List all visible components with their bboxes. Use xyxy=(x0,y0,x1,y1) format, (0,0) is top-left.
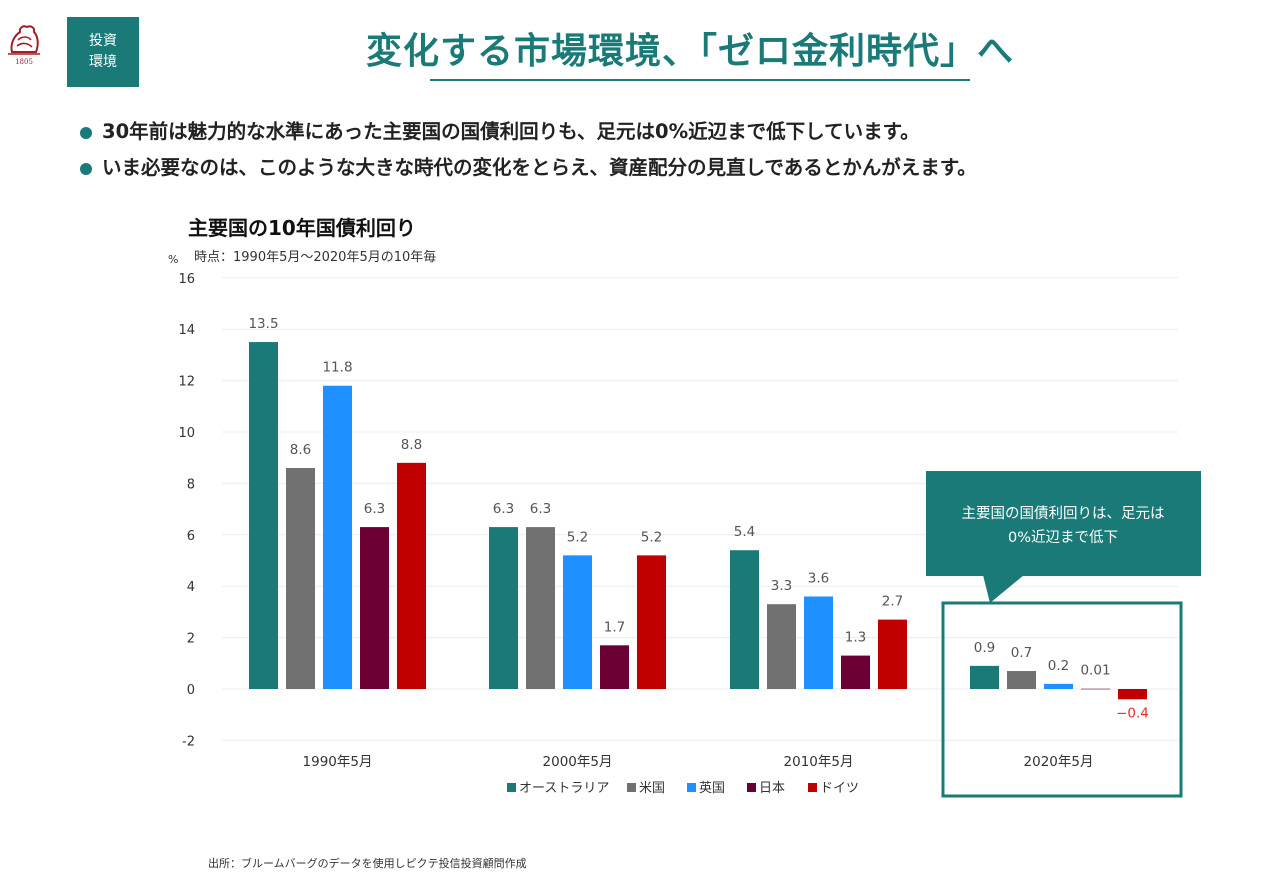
legend-swatch xyxy=(507,783,516,792)
data-label: 5.2 xyxy=(567,529,588,545)
bullet-text: いま必要なのは、このような大きな時代の変化をとらえ、資産配分の見直しであるとかん… xyxy=(102,156,977,179)
bar xyxy=(286,467,315,689)
legend-swatch xyxy=(687,783,696,792)
bar xyxy=(323,385,352,689)
bar xyxy=(397,462,426,689)
x-tick-label: 2020年5月 xyxy=(1024,754,1094,770)
bar xyxy=(1081,688,1110,690)
bar xyxy=(767,604,796,689)
bar xyxy=(360,527,389,689)
data-label: 0.7 xyxy=(1011,645,1032,661)
x-tick-label: 2010年5月 xyxy=(784,754,854,770)
callout-box xyxy=(926,471,1201,576)
chart-subtitle: 時点：1990年5月～2020年5月の10年毎 xyxy=(194,249,436,265)
callout-pointer xyxy=(983,575,1024,603)
bar xyxy=(526,527,555,689)
y-tick-label: -2 xyxy=(182,734,195,749)
bar xyxy=(730,550,759,689)
y-tick-label: 10 xyxy=(178,426,195,441)
title-underline xyxy=(430,79,970,81)
page-title: 変化する市場環境、「ゼロ金利時代」へ xyxy=(365,31,1014,72)
bar xyxy=(1044,683,1073,689)
chart-title: 主要国の10年国債利回り xyxy=(188,216,416,240)
bar xyxy=(841,655,870,689)
legend-label: オーストラリア xyxy=(519,781,609,796)
bar xyxy=(878,619,907,689)
bar xyxy=(970,665,999,689)
bar xyxy=(600,645,629,689)
bullet-list: 30年前は魅力的な水準にあった主要国の国債利回りも、足元は0%近辺まで低下してい… xyxy=(78,116,977,188)
y-tick-label: 0 xyxy=(187,683,195,698)
y-tick-label: 8 xyxy=(187,477,195,492)
bar xyxy=(637,555,666,689)
bar xyxy=(249,342,278,689)
bullet-item: いま必要なのは、このような大きな時代の変化をとらえ、資産配分の見直しであるとかん… xyxy=(78,152,977,188)
x-tick-label: 2000年5月 xyxy=(543,754,613,770)
bullet-dot-icon xyxy=(80,163,92,175)
y-tick-label: 4 xyxy=(187,580,195,595)
lion-crest-icon xyxy=(8,25,40,55)
y-tick-label: 2 xyxy=(187,632,195,647)
y-tick-label: 14 xyxy=(178,323,195,338)
y-tick-label: 6 xyxy=(187,529,195,544)
data-label: 5.2 xyxy=(641,529,662,545)
data-label: 2.7 xyxy=(882,594,903,610)
section-tag-line2: 環境 xyxy=(89,54,117,70)
highlight-frame xyxy=(941,601,1183,798)
data-label: 1.7 xyxy=(604,619,625,635)
bullet-text: 30年前は魅力的な水準にあった主要国の国債利回りも、足元は0%近辺まで低下してい… xyxy=(102,120,920,143)
bullet-item: 30年前は魅力的な水準にあった主要国の国債利回りも、足元は0%近辺まで低下してい… xyxy=(78,116,977,152)
data-label: 11.8 xyxy=(322,360,352,376)
y-tick-label: 16 xyxy=(178,272,195,287)
source-note: 出所：ブルームバーグのデータを使用しピクテ投信投資顧問作成 xyxy=(208,857,527,870)
data-label: 8.6 xyxy=(290,442,311,458)
data-label: 0.01 xyxy=(1080,663,1110,679)
section-tag: 投資 環境 xyxy=(67,17,139,87)
legend-label: 米国 xyxy=(639,781,665,796)
callout-text-line2: 0%近辺まで低下 xyxy=(1008,529,1118,546)
company-logo: 1805 xyxy=(4,22,44,74)
bar xyxy=(489,527,518,689)
y-tick-label: 12 xyxy=(178,375,195,390)
legend-swatch xyxy=(747,783,756,792)
logo-year: 1805 xyxy=(15,58,33,66)
data-label: −0.4 xyxy=(1116,705,1149,721)
data-label: 0.2 xyxy=(1048,658,1069,674)
data-label: 5.4 xyxy=(734,524,755,540)
legend-label: 日本 xyxy=(759,781,785,796)
bar xyxy=(563,555,592,689)
legend-swatch xyxy=(808,783,817,792)
data-label: 0.9 xyxy=(974,640,995,656)
legend-label: 英国 xyxy=(699,781,725,796)
data-label: 6.3 xyxy=(364,501,385,517)
data-label: 1.3 xyxy=(845,630,866,646)
data-label: 6.3 xyxy=(530,501,551,517)
x-tick-label: 1990年5月 xyxy=(303,754,373,770)
bullet-dot-icon xyxy=(80,127,92,139)
data-label: 3.3 xyxy=(771,578,792,594)
data-label: 8.8 xyxy=(401,437,422,453)
bar xyxy=(804,596,833,689)
data-label: 13.5 xyxy=(248,316,278,332)
bar xyxy=(1118,689,1147,700)
y-axis-unit-label: % xyxy=(168,253,178,266)
legend-swatch xyxy=(627,783,636,792)
data-label: 3.6 xyxy=(808,570,829,586)
data-label: 6.3 xyxy=(493,501,514,517)
bar xyxy=(1007,671,1036,689)
section-tag-line1: 投資 xyxy=(89,33,117,49)
legend-label: ドイツ xyxy=(820,781,859,796)
callout-text-line1: 主要国の国債利回りは、足元は xyxy=(962,505,1165,522)
